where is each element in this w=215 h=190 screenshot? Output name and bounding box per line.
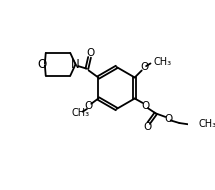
Text: O: O <box>141 101 149 111</box>
Text: O: O <box>38 58 47 71</box>
Text: CH₃: CH₃ <box>72 108 90 118</box>
Text: CH₃: CH₃ <box>153 57 171 67</box>
Text: N: N <box>71 58 80 71</box>
Text: O: O <box>140 62 149 72</box>
Text: O: O <box>144 122 152 131</box>
Text: O: O <box>86 48 95 58</box>
Text: O: O <box>84 101 93 111</box>
Text: O: O <box>164 114 172 124</box>
Text: CH₃: CH₃ <box>199 119 215 129</box>
